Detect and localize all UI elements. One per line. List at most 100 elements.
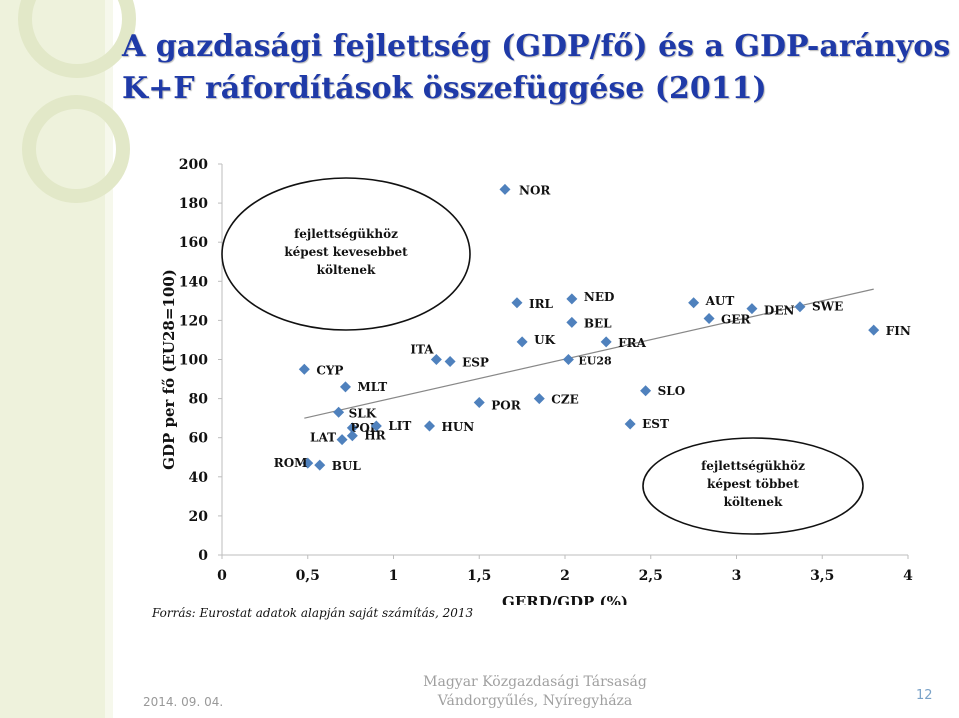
annotation-text: fejlettségükhöz képest kevesebbet költenek (284, 227, 408, 277)
footer-org-line-2: Vándorgyűlés, Nyíregyháza (437, 693, 633, 709)
data-point-fra (600, 336, 612, 348)
data-point-rom (302, 457, 314, 469)
data-point-uk (516, 336, 528, 348)
data-point-est (624, 418, 636, 430)
y-tick-label: 60 (189, 431, 209, 447)
footer-date: 2014. 09. 04. (143, 695, 224, 709)
data-point-pol (346, 422, 358, 434)
point-label-est: EST (642, 417, 669, 431)
x-tick-label: 0,5 (296, 568, 320, 584)
data-point-lit (370, 420, 382, 432)
point-label-slk: SLK (349, 406, 377, 420)
point-label-fin: FIN (886, 324, 911, 338)
point-label-mlt: MLT (357, 380, 387, 394)
source-note: Forrás: Eurostat adatok alapján saját sz… (152, 606, 474, 620)
annotation-text: fejlettségükhöz képest többet költenek (701, 459, 805, 509)
point-label-lat: LAT (310, 431, 336, 445)
point-label-fra: FRA (618, 336, 646, 350)
decorative-circle (22, 95, 130, 203)
point-label-nor: NOR (519, 183, 551, 197)
data-point-lat (336, 434, 348, 446)
data-point-den (746, 303, 758, 315)
point-label-irl: IRL (529, 297, 554, 311)
trend-line (304, 288, 874, 419)
point-label-swe: SWE (812, 300, 843, 314)
point-label-bel: BEL (584, 316, 612, 330)
y-tick-label: 140 (179, 274, 208, 290)
data-point-slk (333, 406, 345, 418)
annotation-text-line: fejlettségükhöz (701, 459, 805, 473)
data-point-aut (688, 297, 700, 309)
data-point-cyp (298, 363, 310, 375)
point-label-ita: ITA (410, 343, 434, 357)
data-point-bul (314, 459, 326, 471)
x-tick-label: 4 (903, 568, 913, 584)
x-tick-label: 2 (560, 568, 570, 584)
x-tick-label: 3,5 (810, 568, 834, 584)
data-point-eu28 (562, 354, 574, 365)
annotation-text-line: költenek (317, 263, 376, 277)
data-point-nor (499, 183, 511, 195)
data-point-irl (511, 297, 523, 309)
point-label-aut: AUT (705, 294, 735, 308)
data-point-mlt (339, 381, 351, 393)
point-label-hr: HR (364, 429, 386, 443)
data-point-ger (703, 312, 715, 324)
data-point-fin (868, 324, 880, 336)
title-line-2: K+F ráfordítások összefüggése (2011) (122, 71, 767, 106)
data-point-por (473, 397, 485, 409)
data-point-ned (566, 293, 578, 305)
footer-org-line-1: Magyar Közgazdasági Társaság (423, 674, 647, 690)
y-tick-label: 0 (198, 548, 208, 564)
y-tick-label: 200 (179, 157, 208, 173)
data-point-bel (566, 316, 578, 328)
x-tick-label: 0 (217, 568, 227, 584)
annotation-text-line: költenek (724, 495, 783, 509)
x-axis-label: GERD/GDP (%) (502, 593, 628, 605)
annotation-text-line: képest kevesebbet (284, 245, 408, 259)
annotation-text-line: képest többet (707, 477, 799, 491)
point-label-por: POR (491, 399, 521, 413)
y-tick-label: 40 (189, 470, 209, 486)
y-tick-label: 160 (179, 235, 208, 251)
data-point-slo (640, 385, 652, 397)
y-tick-label: 180 (179, 196, 208, 212)
point-label-den: DEN (764, 304, 795, 318)
title-line-1: A gazdasági fejlettség (GDP/fő) és a GDP… (122, 29, 951, 64)
point-label-rom: ROM (274, 456, 308, 470)
point-label-lit: LIT (388, 419, 411, 433)
point-label-slo: SLO (658, 384, 686, 398)
x-tick-label: 1 (389, 568, 399, 584)
data-point-hun (424, 420, 436, 432)
y-tick-label: 100 (179, 353, 208, 369)
x-tick-label: 2,5 (639, 568, 663, 584)
point-label-uk: UK (534, 333, 555, 347)
x-tick-label: 1,5 (467, 568, 491, 584)
point-label-cze: CZE (551, 393, 578, 407)
point-label-hun: HUN (442, 420, 475, 434)
point-label-bul: BUL (332, 459, 362, 473)
point-label-eu28: EU28 (578, 355, 612, 368)
scatter-chart: 0 20 40 60 80 100 120 140 160 180 200 0 0,5 1 1,5 2 2,5 3… (160, 157, 913, 605)
page-number: 12 (916, 688, 933, 703)
footer-organization: Magyar Közgazdasági Társaság Vándorgyűlé… (400, 673, 670, 711)
point-label-cyp: CYP (316, 363, 343, 377)
annotation-text-line: fejlettségükhöz (294, 227, 398, 241)
data-point-cze (533, 393, 545, 405)
data-point-esp (444, 355, 456, 367)
point-label-pol: POL (350, 421, 378, 435)
data-point-ita (430, 354, 442, 365)
annotation-ellipse (221, 177, 471, 331)
point-label-ger: GER (721, 312, 751, 326)
point-label-ned: NED (584, 290, 615, 304)
data-point-swe (794, 301, 806, 313)
x-tick-label: 3 (732, 568, 742, 584)
slide-title: A gazdasági fejlettség (GDP/fő) és a GDP… (122, 26, 952, 110)
annotation-ellipse (642, 437, 864, 535)
slide-side-stripe (105, 0, 113, 718)
y-axis-label: GDP per fő (EU28=100) (160, 269, 178, 470)
data-point-hr (346, 430, 358, 442)
y-tick-label: 120 (179, 313, 208, 329)
y-tick-label: 20 (189, 509, 209, 525)
y-tick-label: 80 (189, 392, 209, 408)
